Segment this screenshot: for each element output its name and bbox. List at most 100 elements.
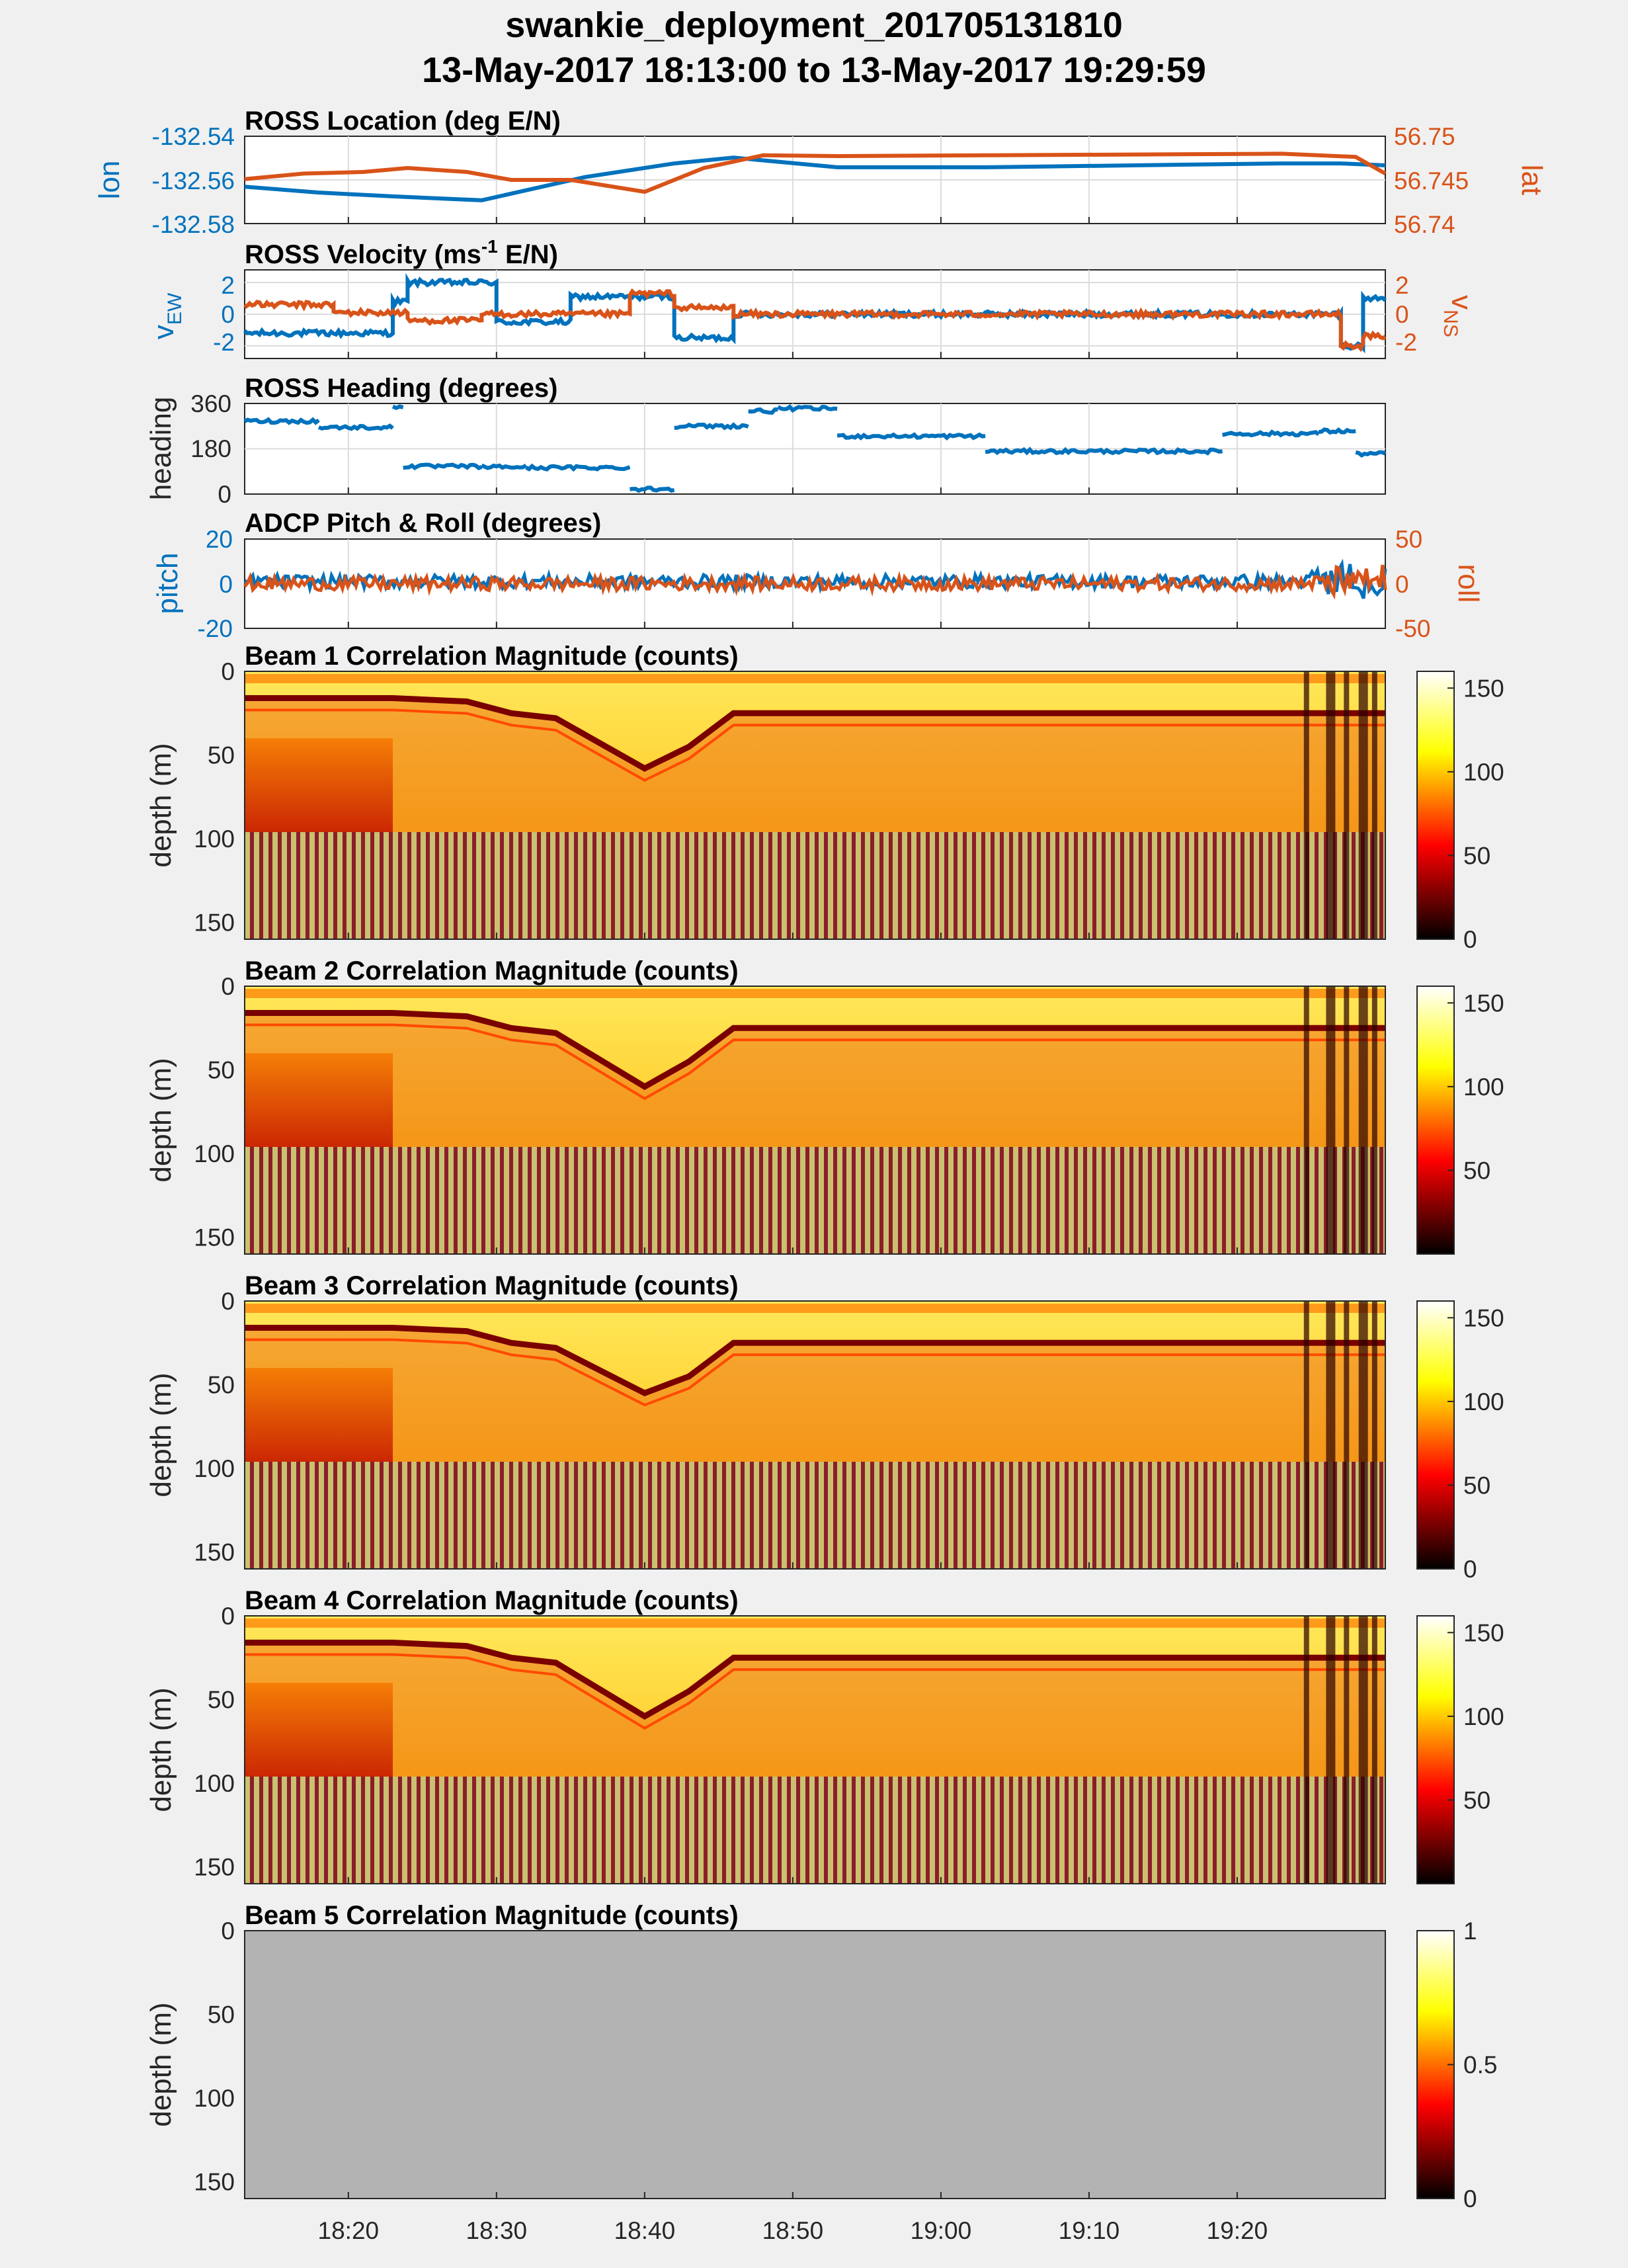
beam3-ylabel: depth (m) [145, 1372, 177, 1497]
beam4-streak-0 [1303, 1616, 1309, 1884]
beam1-ytick-2: 100 [194, 825, 235, 853]
beam5-colorbar [1416, 1930, 1455, 2199]
beam2-axes-frame [244, 986, 1386, 1255]
beam3-title: Beam 3 Correlation Magnitude (counts) [245, 1271, 739, 1300]
beam3-streak-0 [1303, 1301, 1309, 1569]
velocity-ylabel-right-sub: NS [1440, 310, 1461, 337]
location-ytick-left-0: -132.54 [152, 123, 235, 150]
beam5-title: Beam 5 Correlation Magnitude (counts) [245, 1901, 739, 1930]
beam1-ytick-3: 150 [194, 909, 235, 937]
heading-ytick-2: 0 [218, 481, 231, 508]
beam3-streak-1 [1326, 1301, 1336, 1569]
beam2-ytick-2: 100 [194, 1140, 235, 1167]
beam2-heatmap [244, 986, 1386, 1255]
pitch-roll-plot [243, 558, 1387, 600]
beam5-ylabel: depth (m) [145, 2002, 177, 2126]
beam2-surface-band [245, 989, 1385, 998]
velocity-panel: ROSS Velocity (ms-1 E/N) 2 0 -2 2 0 -2 v… [147, 236, 1478, 359]
beam3-deep-left [245, 1368, 393, 1462]
heading-segment-7 [674, 422, 749, 431]
location-series-lat [244, 151, 1387, 194]
beam2-panel: Beam 2 Correlation Magnitude (counts) 0 … [145, 956, 1504, 1255]
heading-title: ROSS Heading (degrees) [245, 374, 557, 403]
beam4-colorbar-fill [1416, 1615, 1455, 1884]
velocity-ylabel-right: vNS [1440, 295, 1478, 337]
beam1-seabed-line [245, 695, 1385, 772]
beam5-cbar-tick-0: 1 [1463, 1917, 1477, 1945]
velocity-ytick-left-0: 2 [221, 272, 235, 299]
beam3-panel: Beam 3 Correlation Magnitude (counts) 0 … [145, 1271, 1504, 1583]
beam1-streak-1 [1326, 671, 1336, 939]
x-axis-ticks: 18:20 18:30 18:40 18:50 19:00 19:10 19:2… [318, 2217, 1268, 2244]
heading-segment-8 [748, 407, 778, 415]
beam2-streak-3 [1358, 986, 1368, 1254]
beam4-ylabel: depth (m) [145, 1687, 177, 1812]
beam3-streak-4 [1371, 1301, 1377, 1569]
beam3-cbar-tick-1: 100 [1463, 1388, 1504, 1415]
beam1-colorbar-fill [1416, 671, 1455, 940]
location-series-lon [244, 155, 1386, 202]
beam4-seabed-echo [245, 1653, 1385, 1730]
figure-title-line2: 13-May-2017 18:13:00 to 13-May-2017 19:2… [422, 50, 1206, 90]
beam3-below-range [245, 1462, 1385, 1569]
beam3-streak-3 [1358, 1301, 1368, 1569]
beam2-colorbar-fill [1416, 986, 1455, 1255]
location-title: ROSS Location (deg E/N) [245, 106, 561, 136]
beam2-ytick-3: 150 [194, 1224, 235, 1251]
roll-ytick-2: -50 [1395, 615, 1430, 642]
beam3-surface-band [245, 1304, 1385, 1313]
pitch-roll-series-roll [243, 564, 1387, 600]
velocity-ylabel-left: vEW [147, 292, 186, 339]
beam5-xtick-marks [347, 2192, 1238, 2199]
xtick-label-4: 19:00 [911, 2217, 972, 2244]
beam5-cbar-tick-1: 0.5 [1463, 2052, 1497, 2079]
beam2-streak-0 [1303, 986, 1309, 1254]
beam2-streak-4 [1371, 986, 1377, 1254]
beam1-colorbar [1416, 671, 1455, 940]
beam1-seabed-echo [245, 708, 1385, 782]
location-ytick-right-2: 56.74 [1394, 211, 1455, 238]
pitch-ytick-2: -20 [198, 615, 233, 642]
beam4-ytick-1: 50 [208, 1687, 235, 1714]
beam3-seabed-shadow [245, 1327, 1385, 1462]
beam2-ytick-1: 50 [208, 1057, 235, 1084]
xtick-label-1: 18:30 [466, 2217, 528, 2244]
location-ylabel-left: lon [93, 161, 126, 200]
location-grid [245, 136, 1385, 224]
beam5-ytick-2: 100 [194, 2085, 235, 2112]
velocity-ytick-right-2: -2 [1395, 329, 1417, 356]
beam1-ylabel: depth (m) [145, 743, 177, 867]
beam4-heatmap [244, 1615, 1386, 1884]
xtick-label-0: 18:20 [318, 2217, 380, 2244]
beam1-streak-4 [1371, 671, 1377, 939]
velocity-title-tail: E/N) [498, 240, 558, 269]
velocity-ytick-right-0: 2 [1395, 272, 1409, 299]
heading-segment-5 [525, 463, 631, 472]
beam4-axes-frame [244, 1615, 1386, 1884]
beam1-cbar-tick-0: 150 [1463, 675, 1504, 702]
beam4-panel: Beam 4 Correlation Magnitude (counts) 0 … [145, 1586, 1504, 1884]
beam4-ytick-3: 150 [194, 1854, 235, 1881]
beam1-cbar-tick-3: 0 [1463, 926, 1477, 953]
beam4-cbar-tick-2: 50 [1463, 1786, 1490, 1814]
heading-ytick-0: 360 [190, 390, 231, 417]
beam4-seabed-line [245, 1640, 1385, 1720]
heading-segment-12 [1221, 429, 1321, 438]
beam3-heatmap [244, 1300, 1386, 1570]
beam5-panel: Beam 5 Correlation Magnitude (counts) 0 … [145, 1901, 1497, 2212]
beam1-streak-0 [1303, 671, 1309, 939]
heading-segment-6 [630, 485, 675, 493]
beam4-streak-2 [1344, 1616, 1350, 1884]
beam4-streak-3 [1358, 1616, 1368, 1884]
beam1-below-range [245, 832, 1385, 939]
heading-segment-9 [776, 403, 838, 413]
location-ytick-left-1: -132.56 [152, 167, 235, 194]
heading-segment-3 [403, 462, 483, 471]
beam2-streak-2 [1344, 986, 1350, 1254]
beam1-cbar-tick-2: 50 [1463, 842, 1490, 869]
heading-segment-13 [1318, 427, 1356, 435]
velocity-ytick-right-1: 0 [1395, 301, 1409, 328]
beam4-colorbar [1416, 1615, 1455, 1884]
beam3-seabed-echo [245, 1338, 1385, 1407]
